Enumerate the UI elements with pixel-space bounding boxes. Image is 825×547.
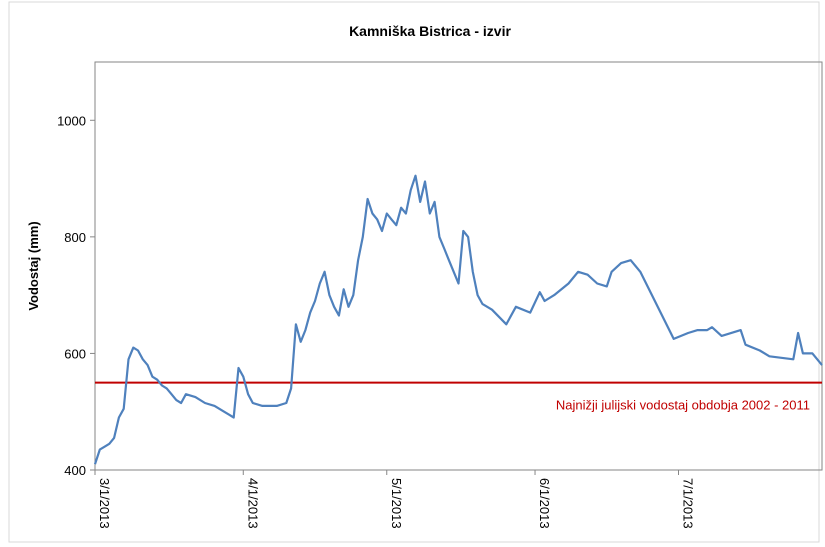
reference-label: Najnižji julijski vodostaj obdobja 2002 …	[556, 398, 810, 413]
data-line	[93, 174, 823, 465]
y-tick-label: 800	[64, 230, 86, 245]
x-tick-label: 4/1/2013	[245, 478, 260, 529]
y-axis-title: Vodostaj (mm)	[26, 221, 41, 310]
x-tick-label: 7/1/2013	[681, 478, 696, 529]
chart-title: Kamniška Bistrica - izvir	[349, 23, 511, 39]
chart-frame	[8, 1, 820, 543]
x-tick-label: 6/1/2013	[537, 478, 552, 529]
plot-area	[94, 61, 823, 471]
y-tick-label: 400	[64, 463, 86, 478]
x-tick-label: 3/1/2013	[97, 478, 112, 529]
y-tick-label: 600	[64, 346, 86, 361]
y-tick-label: 1000	[57, 113, 86, 128]
x-tick-label: 5/1/2013	[389, 478, 404, 529]
